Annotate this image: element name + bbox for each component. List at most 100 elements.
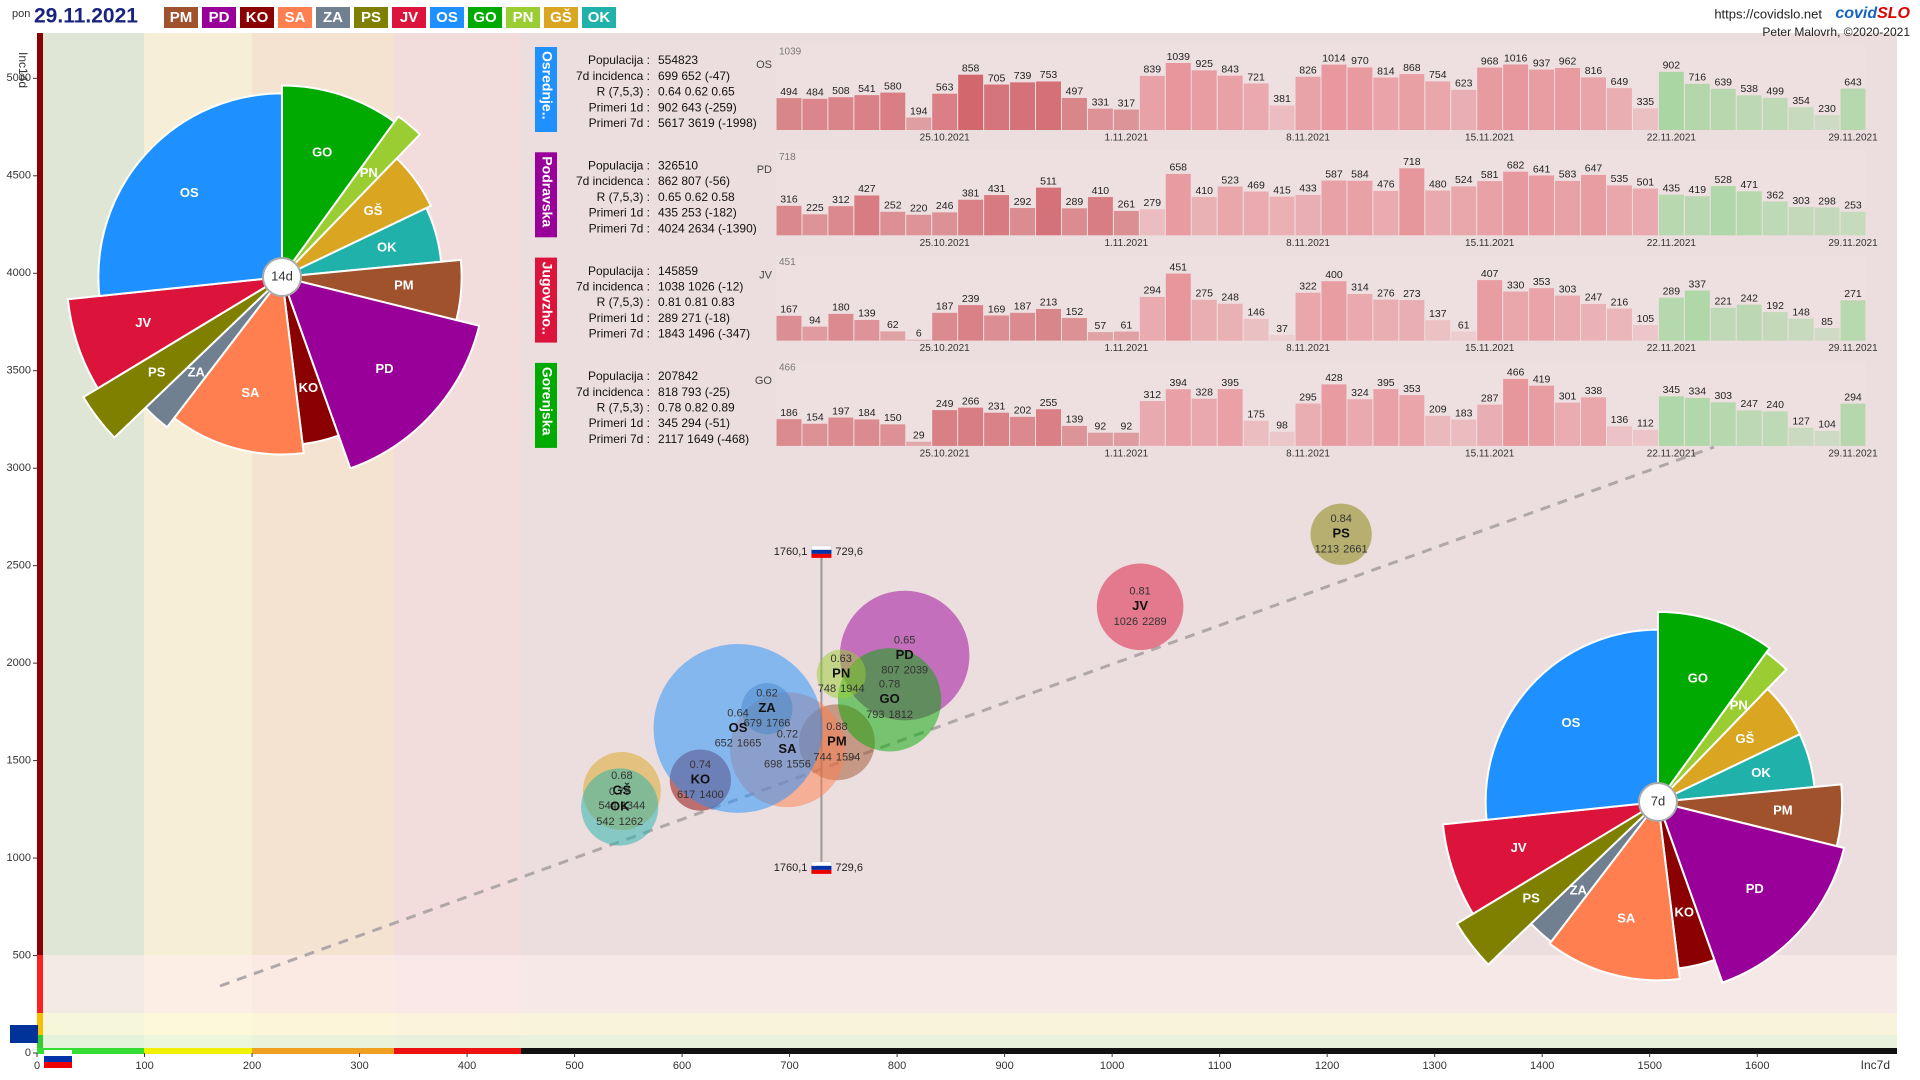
legend-label: GO [473, 9, 497, 26]
bubble-y: 1344 [621, 800, 645, 812]
bar [802, 423, 828, 446]
pie-label: PD [375, 361, 393, 376]
bubble-values: 698 1556 [764, 759, 811, 771]
pie-label: PN [360, 165, 378, 180]
x-tick-label: 1.11.2021 [1104, 449, 1148, 460]
bar-label: 639 [1714, 77, 1732, 89]
bar-label: 643 [1844, 76, 1862, 88]
bar-label: 511 [1040, 175, 1057, 187]
bar-label: 98 [1276, 420, 1288, 432]
bar-label: 148 [1792, 306, 1810, 318]
bar [1217, 303, 1243, 341]
legend-badge [392, 7, 426, 28]
bar [1477, 67, 1503, 130]
bar-label: 497 [1066, 86, 1084, 98]
bar [906, 117, 932, 130]
bar [1113, 331, 1139, 341]
reference-x-label: 729,6 [835, 546, 863, 558]
x-tick-label: 8.11.2021 [1286, 449, 1330, 460]
bubble-y: 1944 [840, 683, 864, 695]
bar [1451, 419, 1477, 446]
y-max-label: 718 [779, 152, 796, 163]
band [37, 1035, 1897, 1048]
x-tick-label: 8.11.2021 [1286, 343, 1330, 354]
x-tick-label: 25.10.2021 [920, 343, 970, 354]
bar-label: 85 [1821, 316, 1833, 328]
bar-label: 400 [1325, 269, 1343, 281]
info-value: 207842 [658, 369, 698, 383]
bubble-y: 2289 [1142, 616, 1166, 628]
bar [802, 214, 828, 236]
bar [1658, 194, 1684, 236]
bar [1581, 303, 1606, 341]
bar [1295, 194, 1321, 236]
bar [1165, 63, 1191, 130]
axis-bar [37, 1035, 43, 1048]
info-label: Populacija : [588, 158, 650, 172]
pie-label: JV [135, 315, 151, 330]
bar-label: 524 [1455, 174, 1473, 186]
bubble-values: 617 1400 [677, 789, 724, 801]
bar-label: 902 [1663, 60, 1681, 72]
pie-sector [281, 84, 396, 281]
bubble-r: 0.88 [826, 721, 847, 733]
bar-label: 61 [1458, 319, 1470, 331]
bar [1710, 402, 1736, 446]
x-tick-label: 1300 [1422, 1060, 1446, 1072]
author: Peter Malovrh, ©2020-2021 [1762, 25, 1910, 39]
y-axis-label: Inc14d [16, 52, 30, 88]
bar [776, 205, 802, 236]
bar [1555, 402, 1581, 446]
info-label: R (7,5,3) : [597, 190, 650, 204]
bar-label: 658 [1169, 162, 1187, 174]
bar [1840, 300, 1866, 341]
bar-label: 649 [1611, 76, 1629, 88]
pie-label: GŠ [1736, 731, 1755, 746]
bar [1762, 97, 1788, 130]
bar [1632, 325, 1658, 341]
legend-label: ZA [323, 9, 343, 26]
bubble-y: 1400 [699, 789, 723, 801]
bar-label: 538 [1740, 83, 1758, 95]
bar-label: 167 [780, 304, 798, 316]
bar [932, 93, 958, 130]
bar [1529, 288, 1555, 341]
bar-label: 623 [1455, 78, 1473, 90]
x-tick-label: 600 [673, 1060, 691, 1072]
bar-label: 249 [936, 398, 954, 410]
bar-label: 301 [1559, 390, 1577, 402]
x-tick-label: 8.11.2021 [1286, 133, 1330, 144]
pie-sector [1455, 801, 1659, 967]
bubble-values: 679 1766 [744, 718, 791, 730]
x-tick-label: 8.11.2021 [1286, 238, 1330, 249]
bar-label: 410 [1092, 185, 1110, 197]
bar [958, 199, 984, 236]
bar [776, 315, 802, 341]
bar [828, 206, 854, 236]
bar [1217, 75, 1243, 130]
pie-center [1638, 782, 1678, 822]
info-value: 1843 1496 (-347) [658, 327, 750, 341]
si-flag [44, 1056, 72, 1062]
bar [1139, 209, 1165, 236]
bar-label: 252 [884, 200, 902, 212]
bubble-name: ZA [758, 700, 776, 715]
bar [1736, 410, 1762, 446]
bubble-name: PD [896, 647, 914, 662]
bar [1243, 191, 1269, 236]
bar [1736, 95, 1762, 130]
bar [958, 74, 984, 130]
bar-label: 183 [1455, 407, 1473, 419]
bar [854, 419, 880, 446]
y-tick-label: 2500 [7, 560, 31, 572]
info-value: 0.78 0.82 0.89 [658, 400, 735, 414]
bubble-y: 1556 [786, 759, 810, 771]
bubble-r: 0.74 [690, 759, 711, 771]
bar [1191, 197, 1217, 236]
bar [854, 195, 880, 236]
bar-label: 289 [1663, 285, 1681, 297]
legend-label: PD [209, 9, 230, 26]
bar-label: 415 [1273, 184, 1291, 196]
bubble-name: JV [1132, 598, 1148, 613]
bar-label: 231 [988, 400, 1006, 412]
